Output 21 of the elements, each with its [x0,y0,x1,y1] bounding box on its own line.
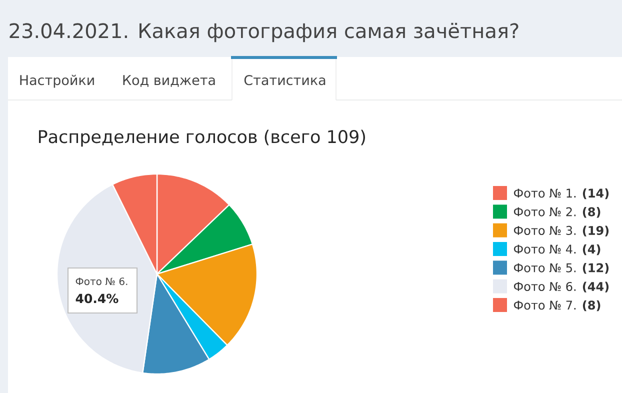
legend-label: Фото № 4. [514,244,576,254]
text: Фото № 6. [76,278,128,286]
data-label: (8) [582,207,600,218]
legend-label: Фото № 1. [514,188,576,198]
legend-label: Фото № 3. [514,226,576,235]
legend-label: Фото № 5. [514,263,576,272]
chart-title: 23.04.2021. Какая фотография самая зачётная? [10,22,518,42]
data-label: (14) [582,188,609,200]
data-label: (12) [582,263,609,274]
text: Код виджета [123,75,215,87]
text: Статистика [244,74,326,86]
data-label: (19) [582,226,609,236]
data-label: (4) [582,244,600,256]
legend-label: Фото № 6. [514,282,576,292]
text: 40.4% [76,294,118,304]
chart-subtitle: Распределение голосов (всего 109) [38,130,365,147]
legend-label: Фото № 7. [514,300,576,310]
legend-label: Фото № 2. [514,207,576,216]
text: Настройки [20,74,94,88]
data-label: (8) [582,300,600,312]
data-label: (44) [582,282,609,292]
